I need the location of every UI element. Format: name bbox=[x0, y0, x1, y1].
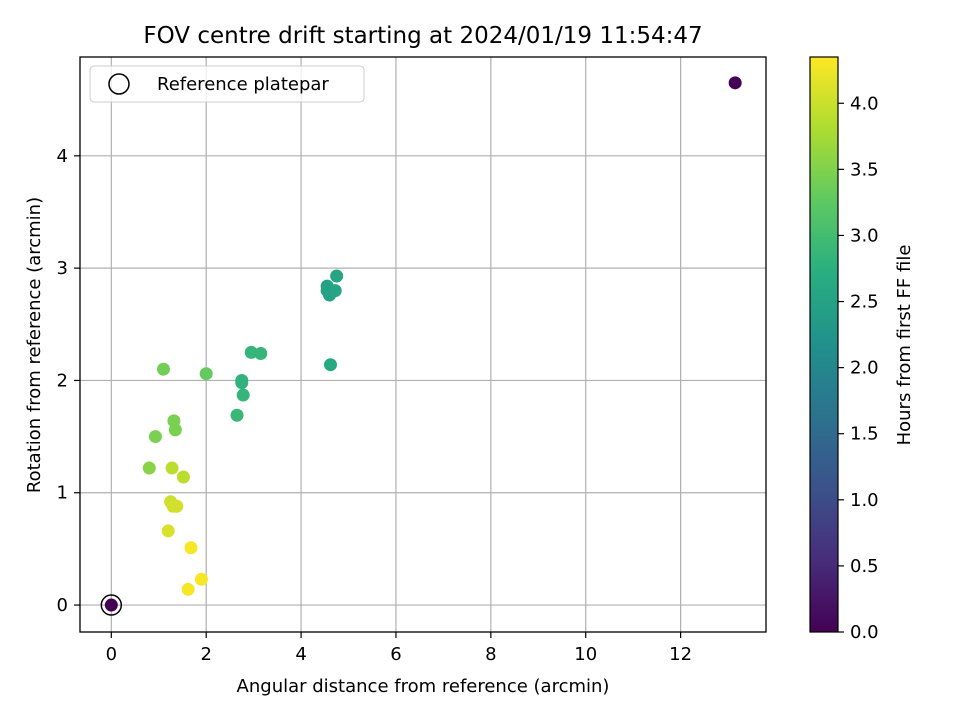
y-tick-label: 1 bbox=[57, 483, 68, 504]
plot-area-frame bbox=[79, 56, 767, 633]
x-tick-label: 6 bbox=[390, 644, 401, 665]
colorbar-tick-label: 4.0 bbox=[850, 93, 879, 114]
legend: Reference platepar bbox=[89, 65, 365, 103]
x-tick-label: 4 bbox=[295, 644, 306, 665]
grid bbox=[80, 57, 766, 632]
x-axis-label: Angular distance from reference (arcmin) bbox=[237, 676, 610, 697]
colorbar-tick-label: 2.5 bbox=[850, 292, 879, 313]
data-point bbox=[194, 572, 208, 586]
data-point bbox=[156, 362, 170, 376]
colorbar-ticks: 0.0 0.5 1.0 1.5 2.0 2.5 3.0 3.5 4.0 bbox=[838, 93, 879, 643]
data-point bbox=[235, 376, 249, 390]
data-point bbox=[104, 598, 118, 612]
x-tick-label: 2 bbox=[200, 644, 211, 665]
data-point bbox=[176, 470, 190, 484]
legend-entry: Reference platepar bbox=[157, 74, 329, 95]
data-point bbox=[181, 582, 195, 596]
colorbar-tick-label: 0.0 bbox=[850, 622, 879, 643]
x-tick-label: 10 bbox=[574, 644, 597, 665]
data-point bbox=[168, 423, 182, 437]
data-point bbox=[254, 346, 268, 360]
data-point bbox=[244, 345, 258, 359]
data-point bbox=[728, 76, 742, 90]
data-point bbox=[230, 408, 244, 422]
colorbar-label: Hours from first FF file bbox=[894, 245, 915, 446]
data-point bbox=[148, 430, 162, 444]
data-point bbox=[165, 461, 179, 475]
data-point bbox=[330, 269, 344, 283]
x-tick-label: 8 bbox=[485, 644, 496, 665]
colorbar-tick-label: 0.5 bbox=[850, 556, 879, 577]
x-tick-label: 12 bbox=[669, 644, 692, 665]
x-tick-label: 0 bbox=[106, 644, 117, 665]
data-point bbox=[170, 499, 184, 513]
y-tick-label: 3 bbox=[57, 258, 68, 279]
data-point bbox=[142, 461, 156, 475]
legend-box bbox=[89, 65, 365, 103]
reference-point-marker bbox=[100, 594, 123, 616]
colorbar bbox=[809, 56, 839, 633]
data-point bbox=[184, 541, 198, 555]
colorbar-tick-label: 1.5 bbox=[850, 424, 879, 445]
y-axis-label: Rotation from reference (arcmin) bbox=[24, 197, 45, 493]
data-point bbox=[161, 524, 175, 538]
colorbar-tick-label: 3.5 bbox=[850, 159, 879, 180]
data-point bbox=[323, 358, 337, 372]
scatter-points bbox=[100, 76, 742, 616]
colorbar-tick-label: 2.0 bbox=[850, 358, 879, 379]
data-point bbox=[236, 388, 250, 402]
y-axis-ticks: 0 1 2 3 4 bbox=[57, 146, 80, 616]
colorbar-tick-label: 1.0 bbox=[850, 490, 879, 511]
data-point bbox=[328, 284, 342, 298]
x-axis-ticks: 0 2 4 6 8 10 12 bbox=[106, 632, 692, 665]
y-tick-label: 4 bbox=[57, 146, 68, 167]
reference-marker-icon bbox=[108, 73, 130, 95]
chart-title: FOV centre drift starting at 2024/01/19 … bbox=[143, 23, 702, 49]
data-point bbox=[199, 367, 213, 381]
colorbar-tick-label: 3.0 bbox=[850, 225, 879, 246]
y-tick-label: 2 bbox=[57, 370, 68, 391]
y-tick-label: 0 bbox=[57, 595, 68, 616]
